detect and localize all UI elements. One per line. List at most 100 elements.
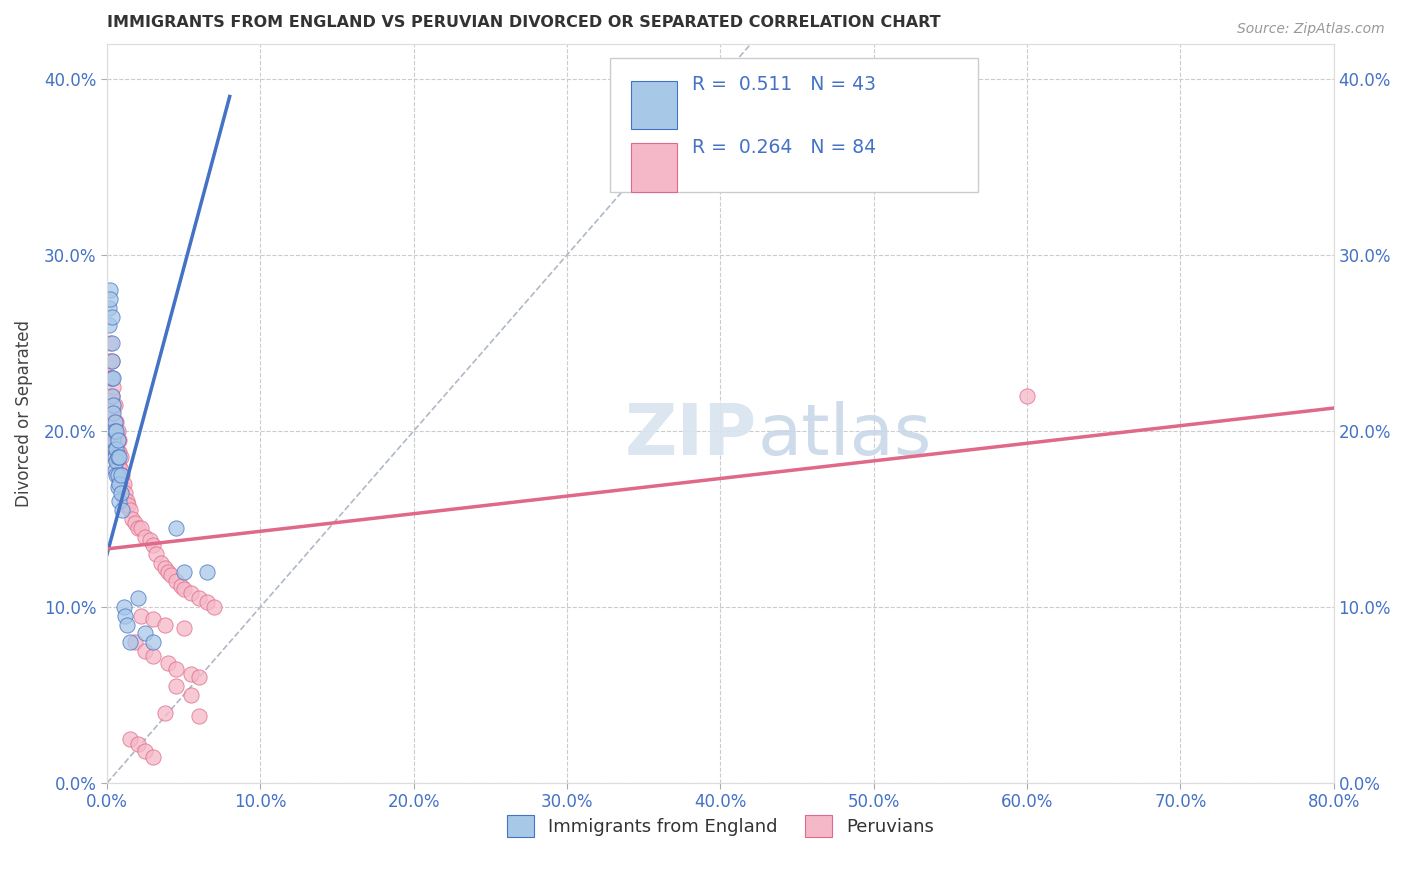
Point (165, 679, 187, 693)
Point (155, 617, 177, 632)
Point (101, 415, 124, 429)
Point (115, 494, 138, 508)
Point (98, 292, 121, 306)
Point (100, 371, 122, 385)
Point (108, 445, 131, 459)
Point (104, 398, 127, 412)
Point (101, 380, 124, 394)
Point (105, 442, 128, 456)
Point (105, 467, 128, 482)
Point (112, 491, 135, 505)
Point (100, 335, 122, 350)
Point (118, 503, 141, 517)
Point (97, 353, 120, 368)
Point (112, 599, 135, 614)
FancyBboxPatch shape (631, 144, 678, 192)
Point (108, 476, 131, 491)
Point (104, 424, 127, 438)
Point (188, 670, 211, 684)
Point (101, 442, 124, 456)
Y-axis label: Divorced or Separated: Divorced or Separated (15, 320, 32, 507)
Point (134, 744, 156, 758)
Point (114, 608, 136, 623)
Point (107, 424, 129, 438)
Point (101, 398, 124, 412)
Point (118, 732, 141, 747)
Point (155, 561, 177, 575)
Point (149, 556, 172, 570)
Point (98, 335, 121, 350)
Point (105, 427, 128, 442)
Point (118, 635, 141, 649)
Point (155, 706, 177, 720)
Point (127, 737, 149, 751)
Point (188, 709, 211, 723)
Point (121, 512, 143, 526)
Point (107, 433, 129, 447)
Point (180, 666, 202, 681)
Point (105, 454, 128, 468)
Point (98, 389, 121, 403)
Point (108, 473, 131, 487)
Point (100, 424, 122, 438)
Point (107, 467, 129, 482)
Point (165, 574, 187, 588)
Text: R =  0.511   N = 43: R = 0.511 N = 43 (692, 76, 876, 95)
Point (165, 521, 187, 535)
Point (101, 427, 124, 442)
Point (97, 318, 120, 333)
Point (100, 353, 122, 368)
Point (104, 415, 127, 429)
Text: IMMIGRANTS FROM ENGLAND VS PERUVIAN DIVORCED OR SEPARATED CORRELATION CHART: IMMIGRANTS FROM ENGLAND VS PERUVIAN DIVO… (107, 15, 941, 30)
Point (111, 467, 134, 482)
Point (124, 635, 146, 649)
Point (105, 463, 128, 477)
Point (98, 283, 121, 297)
Point (139, 533, 162, 548)
Point (114, 498, 136, 512)
Point (101, 371, 124, 385)
Point (115, 617, 138, 632)
Point (127, 521, 149, 535)
Point (111, 503, 134, 517)
Text: R =  0.264   N = 84: R = 0.264 N = 84 (692, 138, 876, 157)
Point (104, 450, 127, 465)
Point (101, 433, 124, 447)
Point (165, 662, 187, 676)
Point (134, 530, 156, 544)
FancyBboxPatch shape (631, 80, 678, 128)
Point (173, 621, 195, 635)
Point (101, 406, 124, 420)
Point (107, 445, 129, 459)
Point (169, 579, 191, 593)
Point (188, 591, 211, 606)
Point (107, 480, 129, 494)
Point (195, 565, 218, 579)
Point (104, 438, 127, 452)
Point (117, 498, 139, 512)
Point (100, 371, 122, 385)
Point (142, 635, 165, 649)
Point (142, 749, 165, 764)
Point (142, 649, 165, 664)
Point (104, 415, 127, 429)
Point (97, 371, 120, 385)
Point (160, 568, 183, 582)
Point (101, 398, 124, 412)
Point (100, 310, 122, 324)
Point (110, 485, 132, 500)
Point (107, 456, 129, 470)
Point (108, 459, 131, 474)
Point (108, 433, 131, 447)
Point (111, 480, 134, 494)
Point (180, 586, 202, 600)
Point (180, 688, 202, 702)
Legend: Immigrants from England, Peruvians: Immigrants from England, Peruvians (506, 814, 934, 837)
Point (107, 467, 129, 482)
Point (100, 389, 122, 403)
Point (104, 427, 127, 442)
Point (114, 485, 136, 500)
Point (127, 591, 149, 606)
Point (105, 454, 128, 468)
Point (104, 463, 127, 477)
